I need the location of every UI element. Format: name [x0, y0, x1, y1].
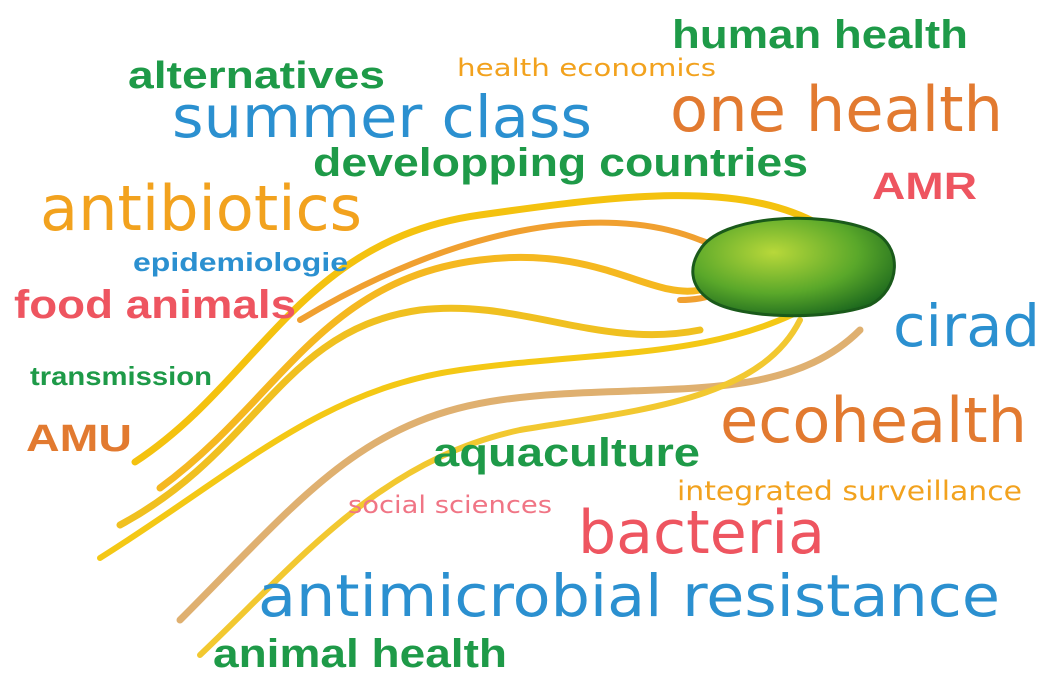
word: human health — [672, 13, 968, 57]
word: bacteria — [578, 498, 825, 568]
word: AMR — [872, 166, 977, 208]
words: human health health economics alternativ… — [14, 13, 1040, 674]
word: aquaculture — [433, 431, 700, 475]
word: social sciences — [348, 491, 552, 519]
word: AMU — [26, 418, 132, 460]
word: animal health — [213, 632, 507, 674]
word: ecohealth — [720, 384, 1027, 457]
word: antimicrobial resistance — [258, 562, 1000, 630]
bacterium-body — [693, 218, 895, 315]
word: epidemiologie — [133, 247, 348, 277]
word: one health — [670, 73, 1003, 146]
word-cloud: human health health economics alternativ… — [0, 0, 1044, 674]
word: cirad — [893, 292, 1040, 360]
word: transmission — [30, 361, 212, 391]
word: food animals — [14, 283, 296, 327]
word: developping countries — [313, 141, 808, 185]
word: antibiotics — [40, 172, 362, 245]
